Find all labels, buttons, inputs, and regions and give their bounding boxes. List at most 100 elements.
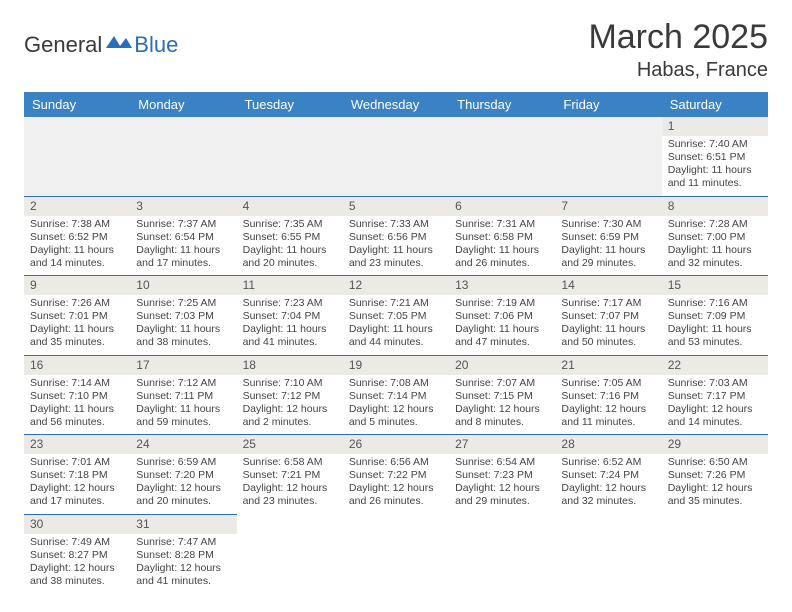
day-detail: Sunrise: 7:40 AM (668, 138, 762, 151)
day-detail: Sunrise: 7:05 AM (561, 377, 655, 390)
weekday-header: Sunday (24, 92, 130, 117)
day-detail: Sunset: 7:03 PM (136, 310, 230, 323)
day-number: 22 (662, 356, 768, 375)
day-number: 23 (24, 435, 130, 454)
day-detail: Sunset: 6:59 PM (561, 231, 655, 244)
calendar-row: 9Sunrise: 7:26 AMSunset: 7:01 PMDaylight… (24, 276, 768, 356)
day-detail: and 11 minutes. (561, 416, 655, 429)
day-detail: and 53 minutes. (668, 336, 762, 349)
day-detail: Daylight: 12 hours (30, 562, 124, 575)
calendar-cell: 15Sunrise: 7:16 AMSunset: 7:09 PMDayligh… (662, 276, 768, 356)
day-number: 29 (662, 435, 768, 454)
day-detail: and 32 minutes. (668, 257, 762, 270)
day-number: 4 (237, 197, 343, 216)
calendar-cell: 27Sunrise: 6:54 AMSunset: 7:23 PMDayligh… (449, 435, 555, 515)
day-number: 12 (343, 276, 449, 295)
title-area: March 2025 Habas, France (588, 18, 768, 82)
location-title: Habas, France (588, 59, 768, 82)
day-number: 5 (343, 197, 449, 216)
day-detail: Sunset: 7:06 PM (455, 310, 549, 323)
calendar-cell: 4Sunrise: 7:35 AMSunset: 6:55 PMDaylight… (237, 196, 343, 276)
day-detail: Sunrise: 7:26 AM (30, 297, 124, 310)
day-detail: Daylight: 12 hours (561, 403, 655, 416)
calendar-row: 2Sunrise: 7:38 AMSunset: 6:52 PMDaylight… (24, 196, 768, 276)
day-number: 18 (237, 356, 343, 375)
day-detail: Daylight: 12 hours (561, 482, 655, 495)
day-detail: and 41 minutes. (243, 336, 337, 349)
calendar-cell: 23Sunrise: 7:01 AMSunset: 7:18 PMDayligh… (24, 435, 130, 515)
day-detail: Daylight: 12 hours (243, 403, 337, 416)
calendar-cell: 7Sunrise: 7:30 AMSunset: 6:59 PMDaylight… (555, 196, 661, 276)
day-detail: and 14 minutes. (668, 416, 762, 429)
day-detail: Daylight: 11 hours (561, 323, 655, 336)
weekday-header: Saturday (662, 92, 768, 117)
day-detail: Sunrise: 7:35 AM (243, 218, 337, 231)
day-detail: and 38 minutes. (136, 336, 230, 349)
day-detail: Sunset: 7:22 PM (349, 469, 443, 482)
calendar-cell: 22Sunrise: 7:03 AMSunset: 7:17 PMDayligh… (662, 355, 768, 435)
day-detail: Sunset: 7:21 PM (243, 469, 337, 482)
day-detail: Sunset: 7:20 PM (136, 469, 230, 482)
calendar-row: 16Sunrise: 7:14 AMSunset: 7:10 PMDayligh… (24, 355, 768, 435)
weekday-header: Monday (130, 92, 236, 117)
day-detail: Sunrise: 7:03 AM (668, 377, 762, 390)
day-detail: Daylight: 11 hours (30, 323, 124, 336)
day-detail: Sunrise: 7:31 AM (455, 218, 549, 231)
day-detail: Sunset: 7:15 PM (455, 390, 549, 403)
day-detail: Sunrise: 6:50 AM (668, 456, 762, 469)
day-detail: Sunrise: 7:16 AM (668, 297, 762, 310)
calendar-cell: 10Sunrise: 7:25 AMSunset: 7:03 PMDayligh… (130, 276, 236, 356)
day-detail: Sunrise: 6:56 AM (349, 456, 443, 469)
day-detail: Sunrise: 7:30 AM (561, 218, 655, 231)
calendar-cell: 14Sunrise: 7:17 AMSunset: 7:07 PMDayligh… (555, 276, 661, 356)
calendar-cell: 21 Sunrise: 7:05 AMSunset: 7:16 PMDayligh… (555, 355, 661, 435)
day-detail: Sunset: 7:11 PM (136, 390, 230, 403)
day-detail: Sunrise: 7:38 AM (30, 218, 124, 231)
day-detail: and 26 minutes. (455, 257, 549, 270)
calendar-cell (130, 117, 236, 196)
day-detail: and 29 minutes. (561, 257, 655, 270)
day-number: 21 (555, 356, 661, 375)
day-detail: Sunrise: 7:28 AM (668, 218, 762, 231)
day-detail: Daylight: 11 hours (668, 323, 762, 336)
calendar-cell (449, 514, 555, 593)
day-detail: Sunrise: 6:54 AM (455, 456, 549, 469)
calendar-cell: 2Sunrise: 7:38 AMSunset: 6:52 PMDaylight… (24, 196, 130, 276)
day-number: 19 (343, 356, 449, 375)
weekday-header: Tuesday (237, 92, 343, 117)
calendar-cell: 20Sunrise: 7:07 AMSunset: 7:15 PMDayligh… (449, 355, 555, 435)
day-detail: Daylight: 11 hours (349, 323, 443, 336)
day-number: 9 (24, 276, 130, 295)
calendar-cell: 5Sunrise: 7:33 AMSunset: 6:56 PMDaylight… (343, 196, 449, 276)
day-number: 3 (130, 197, 236, 216)
day-detail: Daylight: 11 hours (668, 164, 762, 177)
day-detail: Sunset: 7:01 PM (30, 310, 124, 323)
logo-text-blue: Blue (134, 32, 178, 58)
day-detail: Sunset: 7:10 PM (30, 390, 124, 403)
calendar-table: SundayMondayTuesdayWednesdayThursdayFrid… (24, 92, 768, 593)
logo-text-general: General (24, 32, 102, 58)
calendar-cell: 30Sunrise: 7:49 AMSunset: 8:27 PMDayligh… (24, 514, 130, 593)
day-detail: and 56 minutes. (30, 416, 124, 429)
day-detail: Sunset: 7:05 PM (349, 310, 443, 323)
day-detail: Daylight: 11 hours (243, 323, 337, 336)
calendar-cell: 6Sunrise: 7:31 AMSunset: 6:58 PMDaylight… (449, 196, 555, 276)
day-detail: and 35 minutes. (30, 336, 124, 349)
day-detail: and 32 minutes. (561, 495, 655, 508)
day-detail: Daylight: 12 hours (455, 403, 549, 416)
day-detail: Daylight: 11 hours (30, 403, 124, 416)
day-number: 8 (662, 197, 768, 216)
day-number: 2 (24, 197, 130, 216)
day-detail: Sunset: 6:56 PM (349, 231, 443, 244)
day-detail: and 23 minutes. (349, 257, 443, 270)
day-detail: Daylight: 12 hours (349, 482, 443, 495)
day-detail: Sunset: 6:52 PM (30, 231, 124, 244)
day-detail: Sunrise: 7:08 AM (349, 377, 443, 390)
day-detail: Daylight: 12 hours (243, 482, 337, 495)
day-number: 14 (555, 276, 661, 295)
day-detail: Sunrise: 6:58 AM (243, 456, 337, 469)
calendar-cell: 9 Sunrise: 7:26 AMSunset: 7:01 PMDaylight… (24, 276, 130, 356)
day-detail: Sunset: 6:54 PM (136, 231, 230, 244)
day-detail: Sunrise: 7:10 AM (243, 377, 337, 390)
day-detail: Sunset: 7:16 PM (561, 390, 655, 403)
